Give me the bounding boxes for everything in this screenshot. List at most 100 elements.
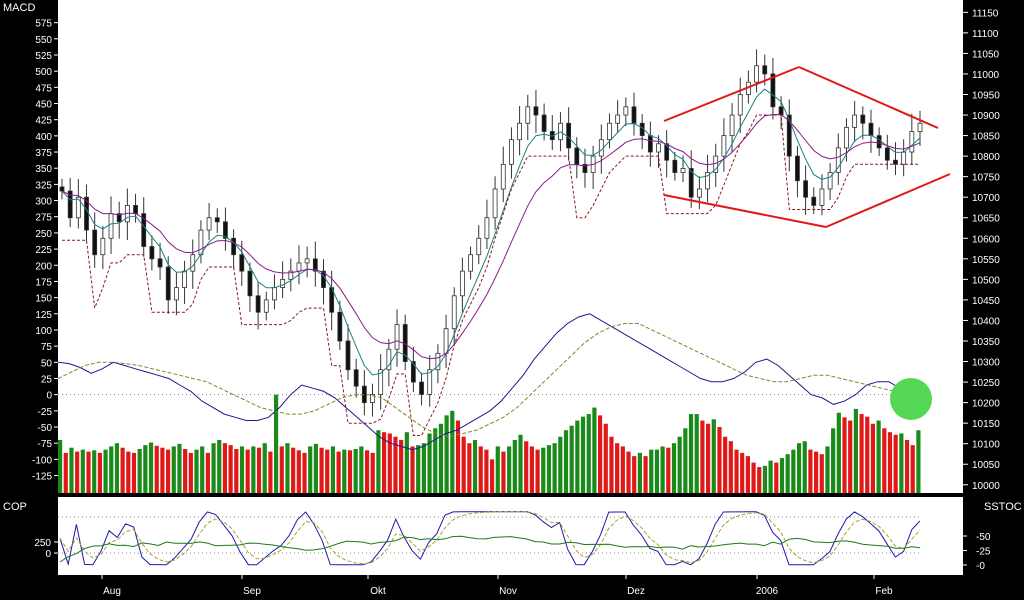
macd-tick-label: 500 [35,67,52,78]
histogram-bar [302,452,307,493]
histogram-bar [586,414,591,493]
macd-tick-label: 225 [35,245,52,256]
candle-body [868,122,874,136]
histogram-bar [410,446,415,493]
candle-body [75,196,81,219]
histogram-bar [114,443,120,493]
candle-body [223,221,228,239]
candle-body [476,237,482,256]
histogram-bar [501,451,506,493]
histogram-bar [336,451,341,493]
candle-body [141,213,147,247]
price-tick-label: 10650 [972,214,1000,225]
main-plot-area [58,0,963,493]
candle-body [876,135,882,149]
price-tick-label: 10700 [972,193,1000,204]
histogram-bar [325,449,330,493]
macd-tick-label: 25 [41,374,53,385]
histogram-bar [859,414,864,493]
diamond-lower-right [825,173,951,228]
histogram-bar [728,441,733,493]
candle-body [255,295,261,313]
histogram-bar [666,447,671,493]
histogram-bar [126,451,131,493]
histogram-bar [802,441,807,493]
macd-tick-label: -125 [32,472,52,483]
histogram-bar [683,428,688,493]
histogram-bar [814,451,819,493]
macd-line [57,313,923,451]
macd-tick-label: 75 [41,342,53,353]
histogram-bar [609,436,614,493]
histogram-bar [825,446,830,493]
price-tick-label: 10900 [972,111,1000,122]
histogram-bar [399,439,404,493]
histogram-bar [274,394,279,493]
histogram-bar [768,460,773,493]
histogram-bar [632,456,637,493]
histogram-bar [58,439,63,493]
histogram-bar [461,436,466,493]
macd-tick-label: 425 [35,116,52,127]
candle-body [345,340,351,371]
histogram-bar [376,430,381,493]
histogram-bar [842,417,847,493]
candle-body [566,122,572,149]
histogram-bar [353,449,358,493]
histogram-bar [512,439,517,493]
price-tick-label: 11100 [972,29,999,40]
candle-body [296,262,302,272]
histogram-bar [535,449,540,493]
candle-body [435,352,441,371]
macd-tick-label: 200 [35,261,52,272]
histogram-bar [137,449,142,493]
macd-tick-label: -100 [32,455,52,466]
price-tick-label: 10050 [972,460,1000,471]
cop-panel-label: COP [3,501,27,513]
candle-body [198,229,204,256]
candle-body [672,159,678,173]
histogram-bar [205,452,210,493]
histogram-bar [421,443,426,493]
candle-body [737,94,743,116]
highlight-marker [890,378,932,420]
histogram-bar [711,419,716,493]
histogram-bar [507,446,512,493]
histogram-bar [524,441,529,493]
candle-body [647,135,653,153]
macd-tick-label: 50 [41,358,53,369]
x-tick-label: Sep [243,586,261,597]
candle-body [835,147,841,173]
histogram-bar [450,410,455,493]
histogram-bar [387,433,392,493]
candle-body [182,270,187,288]
macd-tick-label: 550 [35,35,52,46]
histogram-bar [796,443,802,493]
price-tick-label: 10850 [972,132,1000,143]
cop-tick-label: 250 [34,538,51,549]
histogram-bar [347,450,353,493]
candle-body [607,122,612,141]
histogram-bar [603,423,608,493]
price-tick-label: 10200 [972,399,1000,410]
histogram-bar [308,446,313,493]
histogram-bar [80,449,85,493]
x-tick-label: Dez [627,586,645,597]
histogram-bar [438,423,444,493]
histogram-bar [865,416,870,493]
histogram-bar [131,452,137,493]
histogram-bar [490,459,495,493]
histogram-bar [529,446,534,493]
macd-tick-label: 475 [35,83,52,94]
histogram-bar [285,443,290,493]
histogram-bar [217,439,222,493]
histogram-bar [455,420,461,493]
histogram-bar [200,446,205,493]
histogram-bar [626,451,631,493]
candle-body [468,254,473,272]
histogram-bar [444,415,449,493]
histogram-bar [256,447,262,493]
histogram-bar [848,420,853,493]
histogram-bar [694,414,699,493]
histogram-bar [69,447,74,493]
